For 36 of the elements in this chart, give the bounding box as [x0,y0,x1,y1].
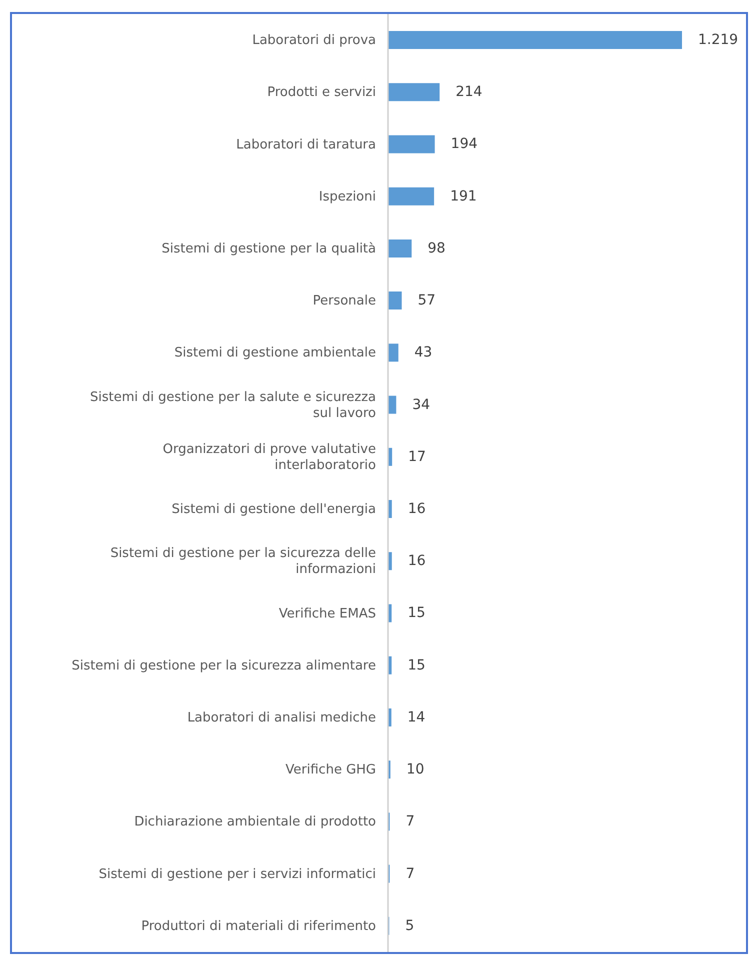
data-label: 7 [406,866,415,882]
y-tick-label: Personale [312,293,376,308]
y-tick-label: Produttori di materiali di riferimento [141,918,376,934]
data-label: 10 [406,762,424,778]
data-label: 214 [456,84,482,100]
data-label: 14 [407,709,426,726]
data-label: 1.219 [698,32,738,48]
data-label: 98 [428,240,446,256]
data-label: 191 [450,188,477,204]
y-tick-label: Sistemi di gestione per la sicurezza alimentare [72,658,376,673]
y-tick-label: Sistemi di gestione per la sicurezza delle informazioni [110,546,376,577]
y-tick-label: Sistemi di gestione per i servizi informatici [98,866,376,882]
data-label: 16 [408,501,426,517]
y-tick-label: Sistemi di gestione dell'energia [172,502,376,517]
data-label: 15 [408,605,426,622]
data-label: 34 [412,396,430,413]
data-label: 194 [450,136,478,152]
y-tick-label: Sistemi di gestione per la qualità [162,241,376,256]
y-tick-label: Sistemi di gestione per la salute e sicurezza sul lavoro [90,389,376,420]
y-tick-label: Laboratori di taratura [236,136,376,152]
y-tick-label: Prodotti e servizi [267,84,376,100]
data-label: 57 [418,292,436,309]
data-label: 43 [414,344,432,361]
y-tick-label: Laboratori di analisi mediche [187,710,376,725]
data-label: 17 [408,448,426,465]
y-tick-label: Verifiche GHG [286,762,376,778]
data-label: 16 [408,553,426,570]
y-tick-label: Organizzatori di prove valutative interlaboratorio [162,441,376,472]
y-tick-label: Ispezioni [318,188,376,204]
y-tick-label: Verifiche EMAS [278,606,376,621]
y-tick-label: Dichiarazione ambientale di prodotto [134,814,376,830]
y-tick-label: Laboratori di prova [252,32,376,48]
data-label: 7 [406,814,415,830]
data-label: 5 [405,918,414,934]
data-label: 15 [408,657,426,674]
y-tick-label: Sistemi di gestione ambientale [174,345,376,360]
